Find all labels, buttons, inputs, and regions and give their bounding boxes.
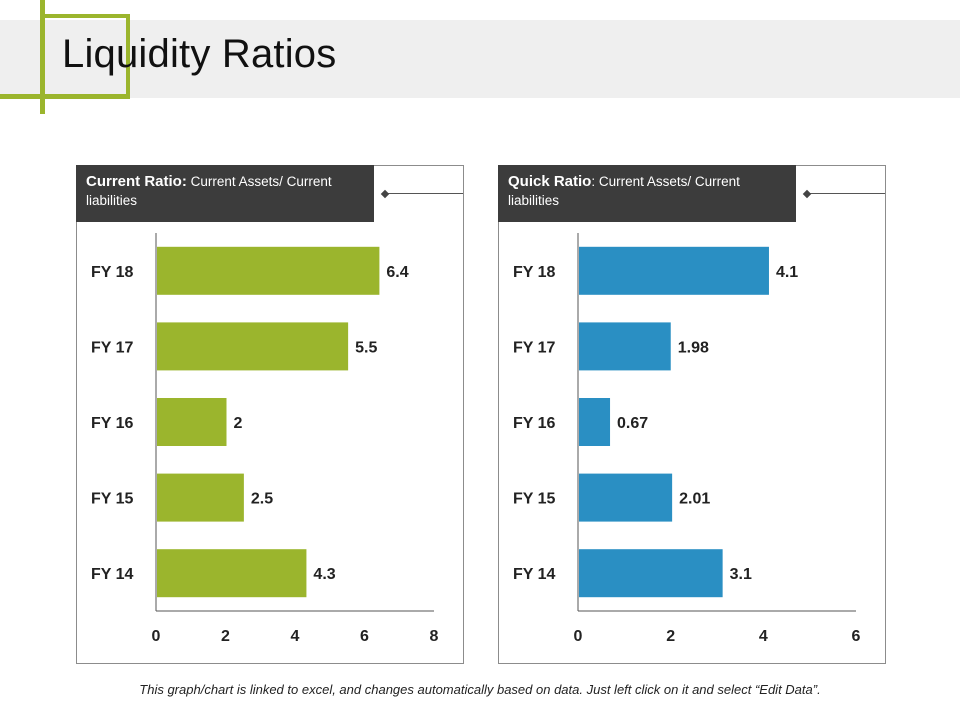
bar bbox=[579, 246, 769, 295]
bar bbox=[579, 398, 611, 446]
current-ratio-panel[interactable]: Current Ratio: Current Assets/ Current l… bbox=[76, 165, 464, 664]
category-label: FY 18 bbox=[91, 264, 134, 281]
x-tick-label: 2 bbox=[666, 628, 675, 645]
quick-ratio-header: Quick Ratio: Current Assets/ Current lia… bbox=[498, 165, 796, 222]
category-label: FY 17 bbox=[91, 339, 134, 356]
category-label: FY 15 bbox=[513, 491, 556, 508]
data-label: 4.1 bbox=[776, 264, 798, 281]
footer-note: This graph/chart is linked to excel, and… bbox=[139, 682, 821, 697]
data-label: 0.67 bbox=[617, 415, 648, 432]
current-ratio-formula: Current Assets/ Current liabilities bbox=[86, 174, 332, 208]
decor-line-vertical bbox=[40, 0, 45, 114]
current-ratio-title: Current Ratio: bbox=[86, 173, 187, 190]
category-label: FY 16 bbox=[91, 415, 134, 432]
decor-line-horizontal bbox=[0, 94, 130, 99]
x-tick-label: 4 bbox=[291, 628, 300, 645]
bar bbox=[157, 246, 380, 295]
category-label: FY 18 bbox=[513, 264, 556, 281]
data-label: 1.98 bbox=[678, 339, 709, 356]
data-label: 4.3 bbox=[313, 566, 335, 583]
category-label: FY 17 bbox=[513, 339, 556, 356]
x-tick-label: 2 bbox=[221, 628, 230, 645]
bar bbox=[579, 322, 671, 371]
data-label: 2 bbox=[234, 415, 243, 432]
x-tick-label: 6 bbox=[852, 628, 861, 645]
data-label: 6.4 bbox=[386, 264, 408, 281]
quick-ratio-chart[interactable]: 0 2 4 6 FY 18 4.1 FY 17 1.98 FY 16 0.67 FY 15 2.01 F… bbox=[499, 166, 887, 665]
quick-ratio-panel[interactable]: Quick Ratio: Current Assets/ Current lia… bbox=[498, 165, 886, 664]
current-ratio-header: Current Ratio: Current Assets/ Current l… bbox=[76, 165, 374, 222]
x-tick-label: 8 bbox=[430, 628, 439, 645]
data-label: 2.5 bbox=[251, 491, 273, 508]
title-band bbox=[0, 20, 960, 98]
decor-line-vertical-right bbox=[126, 14, 130, 99]
data-label: 5.5 bbox=[355, 339, 377, 356]
data-label: 3.1 bbox=[730, 566, 752, 583]
bar bbox=[157, 398, 227, 446]
page-title: Liquidity Ratios bbox=[62, 32, 337, 76]
category-label: FY 16 bbox=[513, 415, 556, 432]
header-connector-line bbox=[807, 193, 885, 194]
bar bbox=[579, 549, 723, 598]
x-tick-label: 6 bbox=[360, 628, 369, 645]
x-tick-label: 0 bbox=[574, 628, 583, 645]
current-ratio-chart[interactable]: 0 2 4 6 8 FY 18 6.4 FY 17 5.5 FY 16 2 FY 15 2.5 FY 14… bbox=[77, 166, 465, 665]
bar bbox=[157, 322, 349, 371]
category-label: FY 14 bbox=[513, 566, 556, 583]
category-label: FY 15 bbox=[91, 491, 134, 508]
header-connector-line bbox=[385, 193, 463, 194]
bar bbox=[157, 473, 244, 522]
quick-ratio-title: Quick Ratio bbox=[508, 173, 592, 190]
category-label: FY 14 bbox=[91, 566, 134, 583]
x-tick-label: 4 bbox=[759, 628, 768, 645]
bar bbox=[157, 549, 307, 598]
data-label: 2.01 bbox=[679, 491, 710, 508]
bar bbox=[579, 473, 673, 522]
decor-line-top bbox=[40, 14, 130, 18]
quick-ratio-formula: : Current Assets/ Current liabilities bbox=[508, 174, 740, 208]
x-tick-label: 0 bbox=[152, 628, 161, 645]
